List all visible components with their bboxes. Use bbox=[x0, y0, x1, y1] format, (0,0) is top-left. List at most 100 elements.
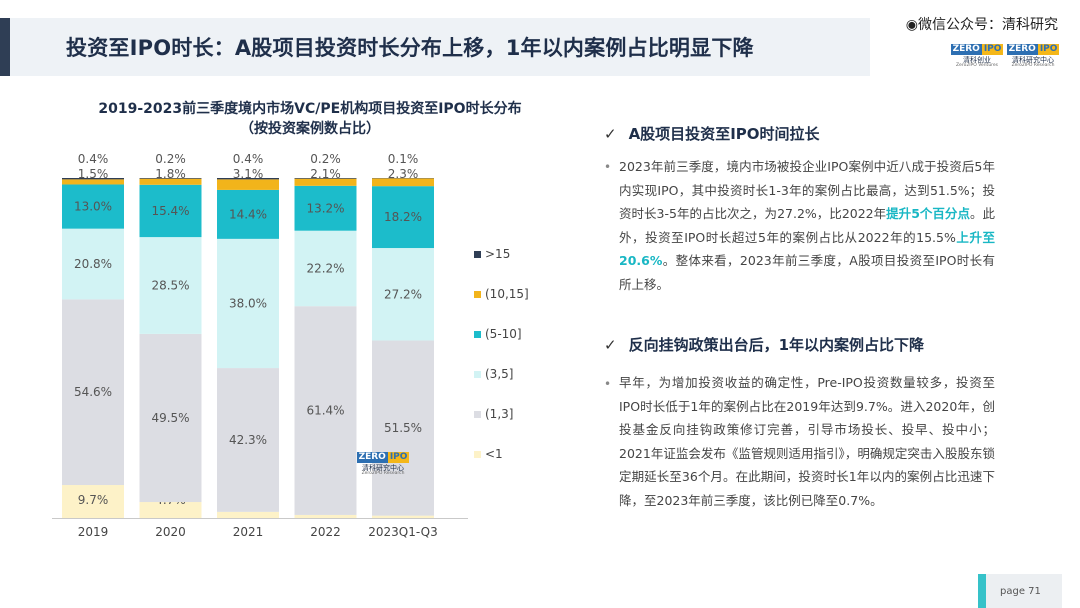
data-label-2023Q1-Q3-3: 18.2% bbox=[384, 210, 422, 224]
section1-text-c: 。整体来看，2023年前三季度，A股项目投资至IPO时长有所上移。 bbox=[619, 253, 995, 292]
data-label-2020-4: 1.8% bbox=[155, 167, 186, 181]
data-label-2022-3: 13.2% bbox=[306, 201, 344, 215]
section1-paragraph: 2023年前三季度，境内市场被投企业IPO案例中近八成于投资后5年内实现IPO，… bbox=[619, 155, 995, 297]
section2-heading: ✓ 反向挂钩政策出台后，1年以内案例占比下降 bbox=[604, 334, 924, 355]
bar-segment-2021-5 bbox=[217, 178, 279, 180]
chart-title-line2: （按投资案例数占比） bbox=[240, 121, 380, 137]
chart-logo-ipo: IPO bbox=[387, 452, 410, 463]
legend-swatch-5 bbox=[474, 451, 481, 458]
bar-segment-2019-4 bbox=[62, 179, 124, 185]
bar-segment-2019-2 bbox=[62, 228, 124, 300]
bullet-icon: • bbox=[604, 160, 612, 174]
page-number-stripe bbox=[978, 574, 986, 608]
data-label-2021-5: 0.4% bbox=[233, 152, 264, 166]
section1-highlight-b: 上升至20.6% bbox=[619, 229, 995, 269]
data-label-2022-1: 61.4% bbox=[306, 404, 344, 418]
data-label-2021-2: 38.0% bbox=[229, 296, 267, 310]
bar-segment-2023Q1-Q3-0 bbox=[372, 515, 434, 518]
bar-segment-2021-1 bbox=[217, 368, 279, 512]
data-label-2019-0: 9.7% bbox=[78, 493, 109, 507]
legend-swatch-0 bbox=[474, 251, 481, 258]
bar-segment-2021-3 bbox=[217, 189, 279, 239]
stacked-bar-chart: 9.7%54.6%20.8%13.0%1.5%0.4%20194.7%49.5%… bbox=[52, 152, 529, 539]
data-label-2019-3: 13.0% bbox=[74, 200, 112, 214]
data-label-2023Q1-Q3-1: 51.5% bbox=[384, 421, 422, 435]
data-label-2023Q1-Q3-2: 27.2% bbox=[384, 287, 422, 301]
bar-segment-2020-1 bbox=[139, 333, 202, 503]
x-tick-label-2019: 2019 bbox=[78, 525, 109, 539]
watermark-text: 微信公众号：清科研究 bbox=[918, 17, 1058, 33]
data-label-2022-2: 22.2% bbox=[306, 261, 344, 275]
bar-segment-2019-3 bbox=[62, 184, 124, 229]
data-label-2021-3: 14.4% bbox=[229, 207, 267, 221]
bar-segment-2023Q1-Q3-4 bbox=[372, 178, 434, 187]
legend-swatch-4 bbox=[474, 411, 481, 418]
bar-segment-2021-4 bbox=[217, 179, 279, 190]
chart-logo-en: Zero2IPO Research bbox=[361, 471, 405, 476]
legend-swatch-1 bbox=[474, 291, 481, 298]
check-icon: ✓ bbox=[604, 125, 617, 143]
logo2-zero: ZERO bbox=[1006, 44, 1038, 55]
bar-segment-2022-0 bbox=[294, 514, 357, 518]
data-label-2020-3: 15.4% bbox=[151, 204, 189, 218]
title-band bbox=[10, 18, 870, 76]
section1-text-b: 。此外，投资至IPO时长超过5年的案例占比从2022年的15.5% bbox=[619, 206, 995, 245]
section1-heading-text: A股项目投资至IPO时间拉长 bbox=[628, 125, 820, 143]
legend-label-3: (3,5] bbox=[485, 367, 513, 381]
legend-swatch-2 bbox=[474, 331, 481, 338]
x-tick-label-2022: 2022 bbox=[310, 525, 341, 539]
bar-segment-2023Q1-Q3-3 bbox=[372, 186, 434, 249]
page-number: page 71 bbox=[1000, 586, 1041, 597]
bar-segment-2022-1 bbox=[294, 306, 357, 515]
bar-segment-2019-5 bbox=[62, 178, 124, 180]
data-label-2022-4: 2.1% bbox=[310, 167, 341, 181]
page-title: 投资至IPO时长：A股项目投资时长分布上移，1年以内案例占比明显下降 bbox=[66, 36, 754, 60]
bar-segment-2020-0 bbox=[139, 502, 202, 518]
title-accent-bar bbox=[0, 18, 10, 76]
legend-label-4: (1,3] bbox=[485, 407, 513, 421]
zero2ipo-research-logo: ZERO IPO 清科研究中心 Zero2IPO Research bbox=[1006, 38, 1060, 69]
bar-segment-2021-2 bbox=[217, 238, 279, 369]
data-label-2019-1: 54.6% bbox=[74, 385, 112, 399]
data-label-2022-5: 0.2% bbox=[310, 152, 341, 166]
x-tick-label-2020: 2020 bbox=[155, 525, 186, 539]
logo2-cn: 清科研究中心 bbox=[1012, 56, 1054, 64]
wechat-icon: ◉ bbox=[905, 17, 918, 33]
bullet-icon: • bbox=[604, 377, 612, 391]
legend-label-1: (10,15] bbox=[485, 287, 529, 301]
data-label-2019-4: 1.5% bbox=[78, 167, 109, 181]
logo-cn: 清科创业 bbox=[963, 56, 991, 64]
logo-ipo: IPO bbox=[981, 44, 1004, 55]
bar-segment-2019-1 bbox=[62, 299, 124, 486]
bar-segment-2020-5 bbox=[139, 178, 202, 179]
page-number-box bbox=[978, 574, 1062, 608]
check-icon: ✓ bbox=[604, 336, 617, 354]
bar-segment-2019-0 bbox=[62, 485, 124, 518]
logo2-ipo: IPO bbox=[1037, 44, 1060, 55]
bar-segment-2022-2 bbox=[294, 230, 357, 307]
bar-segment-2023Q1-Q3-2 bbox=[372, 248, 434, 341]
logo-zero: ZERO bbox=[950, 44, 982, 55]
data-label-2019-2: 20.8% bbox=[74, 257, 112, 271]
section1-heading: ✓ A股项目投资至IPO时间拉长 bbox=[604, 123, 820, 144]
data-label-2023Q1-Q3-4: 2.3% bbox=[388, 167, 419, 181]
data-label-2020-1: 49.5% bbox=[151, 411, 189, 425]
logo2-en: Zero2IPO Research bbox=[1011, 63, 1055, 68]
bar-segment-2022-5 bbox=[294, 178, 357, 179]
chart-title-line1: 2019-2023前三季度境内市场VC/PE机构项目投资至IPO时长分布 bbox=[98, 101, 522, 117]
watermark: ◉微信公众号：清科研究 bbox=[906, 14, 1058, 34]
data-label-2020-5: 0.2% bbox=[155, 152, 186, 166]
section2-heading-text: 反向挂钩政策出台后，1年以内案例占比下降 bbox=[628, 336, 925, 354]
logo-en: Zero2IPO Ventures bbox=[955, 63, 999, 68]
section2-paragraph: 早年，为增加投资收益的确定性，Pre-IPO投资数量较多，投资至IPO时长低于1… bbox=[619, 375, 995, 508]
x-tick-label-2021: 2021 bbox=[233, 525, 264, 539]
section1-text-a: 2023年前三季度，境内市场被投企业IPO案例中近八成于投资后5年内实现IPO，… bbox=[619, 159, 995, 222]
bar-segment-2022-3 bbox=[294, 185, 357, 231]
zero2ipo-logo: ZERO IPO 清科创业 Zero2IPO Ventures bbox=[950, 38, 1004, 69]
legend-swatch-3 bbox=[474, 371, 481, 378]
bar-segment-2020-2 bbox=[139, 237, 202, 334]
bar-segment-2020-4 bbox=[139, 178, 202, 185]
legend-label-2: (5-10] bbox=[485, 327, 522, 341]
chart-logo-zero: ZERO bbox=[356, 452, 388, 463]
chart-watermark-logo: ZERO IPO 清科研究中心 Zero2IPO Research bbox=[356, 446, 410, 477]
